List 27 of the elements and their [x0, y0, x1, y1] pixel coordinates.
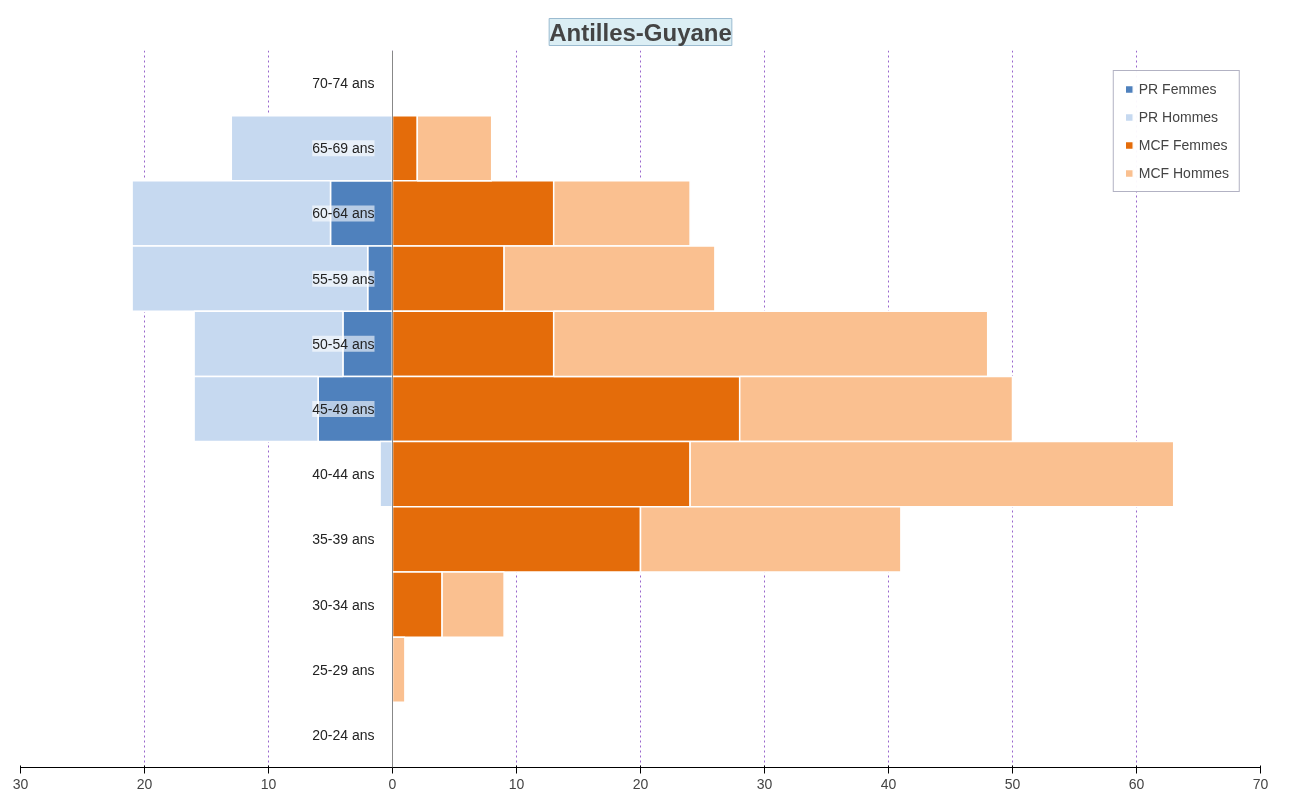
y-tick-label: 60-64 ans: [312, 205, 375, 222]
x-tick-label: 10: [260, 775, 277, 792]
x-tick-label: 20: [136, 775, 153, 792]
x-tick-label: 20: [632, 775, 649, 792]
x-tick-label: 30: [12, 775, 29, 792]
y-tick-label: 20-24 ans: [312, 726, 375, 743]
y-tick-label: 65-69 ans: [312, 140, 375, 157]
y-tick-label: 45-49 ans: [312, 401, 375, 417]
legend-label: PR Femmes: [1138, 81, 1217, 97]
y-tick-label: 25-29 ans: [312, 661, 375, 678]
x-tick-label: 40: [880, 775, 897, 792]
y-tick-label: 30-34 ans: [312, 596, 375, 613]
x-tick-label: 50: [1004, 775, 1021, 792]
y-tick-label: 55-59 ans: [312, 270, 375, 287]
legend-label: MCF Hommes: [1138, 165, 1229, 181]
legend-label: MCF Femmes: [1138, 137, 1228, 153]
y-tick-label: 70-74 ans: [312, 75, 375, 92]
x-tick-label: 30: [756, 775, 773, 792]
y-tick-label: 35-39 ans: [312, 531, 375, 548]
legend-label: PR Hommes: [1138, 109, 1219, 125]
x-tick-label: 60: [1128, 775, 1145, 792]
x-tick-label: 0: [388, 775, 397, 792]
chart-title: Antilles-Guyane: [549, 18, 732, 46]
y-tick-label: 40-44 ans: [312, 466, 375, 483]
x-tick-label: 70: [1252, 775, 1269, 792]
y-tick-label: 50-54 ans: [312, 335, 375, 352]
x-tick-label: 10: [508, 775, 525, 792]
